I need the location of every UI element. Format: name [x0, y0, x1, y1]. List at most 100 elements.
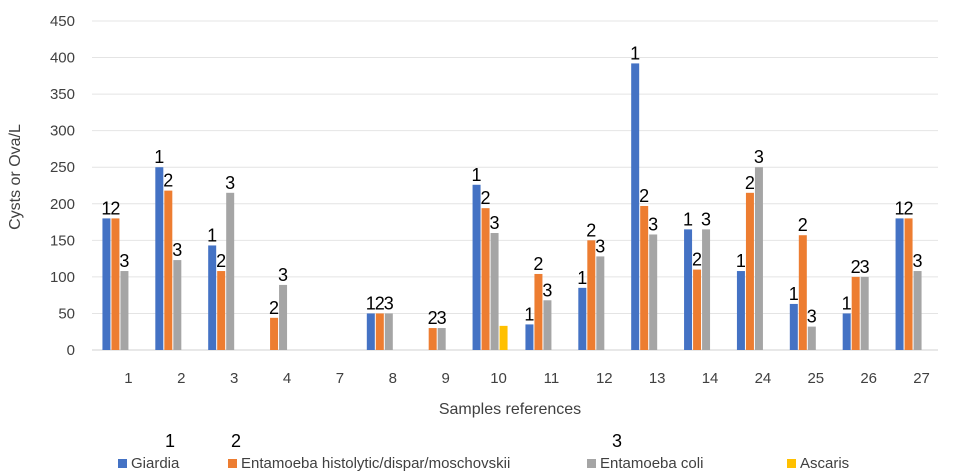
x-tick-label: 8 [389, 370, 397, 387]
bar-1 [684, 229, 693, 350]
x-axis-ticks: 1 2 3 4 7 8 9 10 11 12 13 14 24 25 26 27 [124, 370, 930, 387]
bar-data-label: 1 [630, 43, 640, 63]
bar-1 [472, 184, 481, 350]
bar-1 [789, 303, 798, 350]
bar-data-label: 3 [437, 308, 447, 328]
bar-data-label: 2 [586, 220, 596, 240]
x-axis-title: Samples references [439, 401, 581, 418]
bar-2 [851, 276, 860, 350]
x-tick-label: 25 [807, 370, 824, 387]
bar-1 [578, 287, 587, 350]
y-tick-label: 200 [50, 196, 75, 213]
bar-3 [860, 276, 869, 350]
bar-2 [798, 235, 807, 350]
bar-2 [217, 271, 226, 350]
bar-1 [102, 218, 111, 350]
legend-swatch [228, 459, 237, 468]
bar-data-label: 2 [798, 215, 808, 235]
bar-1 [208, 245, 217, 350]
x-tick-label: 10 [490, 370, 507, 387]
bar-2 [904, 218, 913, 350]
y-tick-label: 150 [50, 232, 75, 249]
bar-data-label: 1 [101, 198, 111, 218]
legend-swatch [118, 459, 127, 468]
bar-data-label: 1 [472, 165, 482, 185]
legend-swatch [587, 459, 596, 468]
bar-data-label: 3 [913, 251, 923, 271]
bar-data-label: 1 [524, 304, 534, 324]
bar-2 [164, 190, 173, 350]
x-tick-label: 3 [230, 370, 238, 387]
bar-data-label: 2 [851, 257, 861, 277]
bar-data-label: 2 [692, 250, 702, 270]
bar-data-label: 3 [701, 209, 711, 229]
bar-2 [640, 205, 649, 350]
bar-ascaris [499, 325, 508, 350]
x-tick-label: 26 [860, 370, 877, 387]
legend-item-label: Giardia [131, 455, 180, 472]
bar-data-label: 1 [366, 293, 376, 313]
y-axis-ticks: 0 50 100 150 200 250 300 350 400 450 [50, 13, 75, 359]
bar-3 [807, 326, 816, 350]
y-tick-label: 250 [50, 159, 75, 176]
bar-2 [428, 328, 437, 350]
bar-2 [111, 218, 120, 350]
bar-data-label: 3 [172, 240, 182, 260]
legend-item-label: Entamoeba coli [600, 455, 703, 472]
bar-2 [587, 240, 596, 350]
bar-2 [693, 269, 702, 350]
bar-data-label: 3 [754, 147, 764, 167]
bar-data-label: 2 [904, 198, 914, 218]
bar-data-label: 1 [577, 268, 587, 288]
bar-1 [366, 313, 375, 350]
x-tick-label: 1 [124, 370, 132, 387]
bar-3 [702, 229, 711, 350]
bar-data-label: 3 [860, 257, 870, 277]
bar-3 [649, 234, 658, 350]
bar-data-label: 2 [163, 171, 173, 191]
bar-data-label: 1 [789, 284, 799, 304]
bar-data-label: 3 [648, 214, 658, 234]
x-tick-label: 4 [283, 370, 291, 387]
y-axis-title: Cysts or Ova/L [7, 124, 24, 230]
bar-data-label: 2 [481, 188, 491, 208]
bar-1 [895, 218, 904, 350]
legend-marker-number: 2 [231, 431, 241, 451]
bar-data-label: 3 [490, 213, 500, 233]
bar-3 [384, 313, 393, 350]
bar-data-label: 2 [428, 308, 438, 328]
bar-data-label: 1 [683, 209, 693, 229]
x-tick-label: 9 [442, 370, 450, 387]
x-tick-label: 12 [596, 370, 613, 387]
bar-3 [120, 271, 129, 350]
bar-data-label: 3 [278, 265, 288, 285]
y-tick-label: 50 [58, 305, 75, 322]
y-tick-label: 400 [50, 50, 75, 67]
bar-data-label: 1 [154, 147, 164, 167]
bar-data-label: 3 [384, 293, 394, 313]
bar-data-label: 2 [375, 293, 385, 313]
bar-data-label: 2 [110, 198, 120, 218]
x-tick-label: 27 [913, 370, 930, 387]
x-tick-label: 7 [336, 370, 344, 387]
bar-data-label: 3 [542, 280, 552, 300]
legend-marker-number: 3 [612, 431, 622, 451]
y-tick-label: 350 [50, 86, 75, 103]
bar-data-label: 2 [216, 251, 226, 271]
bar-data-label: 1 [842, 293, 852, 313]
y-tick-label: 0 [67, 342, 75, 359]
x-tick-label: 14 [702, 370, 719, 387]
bar-3 [754, 167, 763, 350]
bar-data-label: 3 [595, 236, 605, 256]
legend-item-label: Entamoeba histolytic/dispar/moschovskii [241, 455, 510, 472]
bar-1 [155, 167, 164, 350]
bar-data-label: 1 [736, 251, 746, 271]
bar-data-label: 2 [639, 186, 649, 206]
x-tick-label: 2 [177, 370, 185, 387]
bar-1 [736, 271, 745, 350]
bar-data-label: 2 [745, 173, 755, 193]
bar-2 [270, 317, 279, 350]
bar-3 [173, 260, 182, 350]
